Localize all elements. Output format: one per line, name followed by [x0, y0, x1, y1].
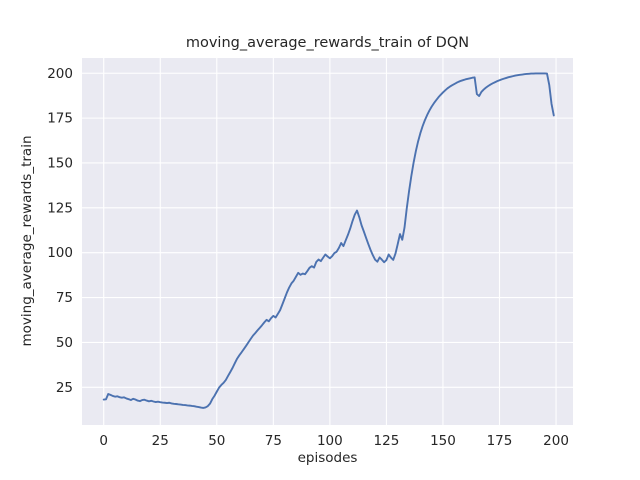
y-axis-label-text: moving_average_rewards_train: [19, 135, 35, 347]
y-tick-label: 200: [47, 66, 73, 82]
plot-background: [82, 58, 573, 425]
y-tick-label: 100: [47, 245, 73, 261]
y-tick-label: 150: [47, 155, 73, 171]
x-tick-label: 50: [208, 433, 225, 449]
x-tick-label: 100: [317, 433, 343, 449]
x-tick-label: 125: [374, 433, 400, 449]
y-tick-label: 125: [47, 200, 73, 216]
x-tick-label: 0: [99, 433, 108, 449]
x-tick-label: 150: [430, 433, 456, 449]
x-tick-label: 75: [265, 433, 282, 449]
x-tick-label: 200: [543, 433, 569, 449]
y-tick-label: 50: [56, 335, 73, 351]
chart-title: moving_average_rewards_train of DQN: [185, 35, 470, 51]
y-tick-label: 75: [56, 290, 73, 306]
x-axis-label: episodes: [297, 450, 358, 466]
x-tick-label: 175: [487, 433, 513, 449]
y-tick-label: 25: [56, 380, 73, 396]
y-tick-label: 175: [47, 111, 73, 127]
series-line: [102, 72, 555, 409]
x-tick-label: 25: [152, 433, 169, 449]
